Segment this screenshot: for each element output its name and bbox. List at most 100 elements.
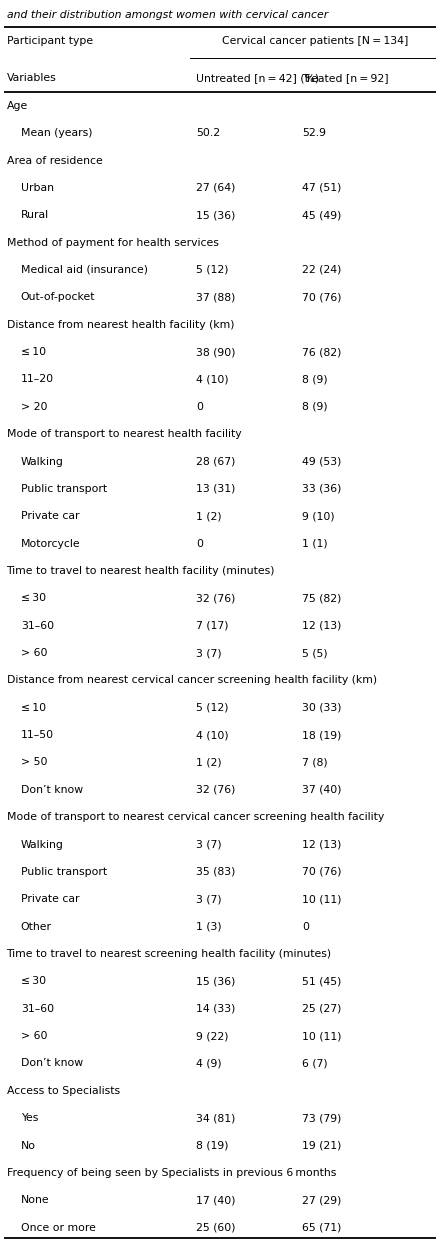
Text: 10 (11): 10 (11) xyxy=(302,1031,341,1041)
Text: 1 (2): 1 (2) xyxy=(196,758,222,768)
Text: 10 (11): 10 (11) xyxy=(302,894,341,904)
Text: 5 (12): 5 (12) xyxy=(196,265,229,275)
Text: 12 (13): 12 (13) xyxy=(302,621,341,631)
Text: 50.2: 50.2 xyxy=(196,129,220,139)
Text: 11–50: 11–50 xyxy=(21,730,54,740)
Text: > 50: > 50 xyxy=(21,758,47,768)
Text: 32 (76): 32 (76) xyxy=(196,594,236,604)
Text: Mean (years): Mean (years) xyxy=(21,129,92,139)
Text: 5 (5): 5 (5) xyxy=(302,648,327,658)
Text: Motorcycle: Motorcycle xyxy=(21,539,81,549)
Text: 37 (40): 37 (40) xyxy=(302,785,341,795)
Text: ≤ 10: ≤ 10 xyxy=(21,348,46,358)
Text: Other: Other xyxy=(21,921,52,931)
Text: Distance from nearest health facility (km): Distance from nearest health facility (k… xyxy=(7,320,234,330)
Text: 33 (36): 33 (36) xyxy=(302,484,341,494)
Text: 7 (17): 7 (17) xyxy=(196,621,229,631)
Text: and their distribution amongst women with cervical cancer: and their distribution amongst women wit… xyxy=(7,10,328,20)
Text: No: No xyxy=(21,1140,36,1150)
Text: 0: 0 xyxy=(196,401,203,411)
Text: 73 (79): 73 (79) xyxy=(302,1114,341,1124)
Text: Variables: Variables xyxy=(7,74,56,84)
Text: Private car: Private car xyxy=(21,511,79,521)
Text: > 60: > 60 xyxy=(21,648,47,658)
Text: 6 (7): 6 (7) xyxy=(302,1059,327,1069)
Text: 7 (8): 7 (8) xyxy=(302,758,327,768)
Text: Time to travel to nearest health facility (minutes): Time to travel to nearest health facilit… xyxy=(7,566,275,576)
Text: Distance from nearest cervical cancer screening health facility (km): Distance from nearest cervical cancer sc… xyxy=(7,675,377,685)
Text: 75 (82): 75 (82) xyxy=(302,594,341,604)
Text: 18 (19): 18 (19) xyxy=(302,730,341,740)
Text: 4 (9): 4 (9) xyxy=(196,1059,222,1069)
Text: Area of residence: Area of residence xyxy=(7,155,103,165)
Text: Method of payment for health services: Method of payment for health services xyxy=(7,238,218,248)
Text: 1 (3): 1 (3) xyxy=(196,921,222,931)
Text: Cervical cancer patients [N = 134]: Cervical cancer patients [N = 134] xyxy=(222,36,408,46)
Text: 3 (7): 3 (7) xyxy=(196,840,222,850)
Text: 27 (64): 27 (64) xyxy=(196,182,236,192)
Text: ≤ 30: ≤ 30 xyxy=(21,976,46,986)
Text: Walking: Walking xyxy=(21,456,64,466)
Text: Medical aid (insurance): Medical aid (insurance) xyxy=(21,265,148,275)
Text: Untreated [n = 42] (%): Untreated [n = 42] (%) xyxy=(196,74,319,84)
Text: 70 (76): 70 (76) xyxy=(302,867,341,877)
Text: 3 (7): 3 (7) xyxy=(196,648,222,658)
Text: 17 (40): 17 (40) xyxy=(196,1195,236,1205)
Text: Access to Specialists: Access to Specialists xyxy=(7,1086,120,1096)
Text: 15 (36): 15 (36) xyxy=(196,976,236,986)
Text: Once or more: Once or more xyxy=(21,1222,95,1232)
Text: Yes: Yes xyxy=(21,1114,38,1124)
Text: > 20: > 20 xyxy=(21,401,47,411)
Text: 76 (82): 76 (82) xyxy=(302,348,341,358)
Text: 45 (49): 45 (49) xyxy=(302,210,341,220)
Text: 49 (53): 49 (53) xyxy=(302,456,341,466)
Text: 47 (51): 47 (51) xyxy=(302,182,341,192)
Text: Treated [n = 92]: Treated [n = 92] xyxy=(302,74,389,84)
Text: 12 (13): 12 (13) xyxy=(302,840,341,850)
Text: 14 (33): 14 (33) xyxy=(196,1004,236,1014)
Text: Public transport: Public transport xyxy=(21,484,107,494)
Text: Urban: Urban xyxy=(21,182,54,192)
Text: 0: 0 xyxy=(196,539,203,549)
Text: Mode of transport to nearest cervical cancer screening health facility: Mode of transport to nearest cervical ca… xyxy=(7,812,384,822)
Text: 13 (31): 13 (31) xyxy=(196,484,236,494)
Text: Rural: Rural xyxy=(21,210,49,220)
Text: 25 (27): 25 (27) xyxy=(302,1004,341,1014)
Text: Walking: Walking xyxy=(21,840,64,850)
Text: Out-of-pocket: Out-of-pocket xyxy=(21,292,95,302)
Text: 35 (83): 35 (83) xyxy=(196,867,236,877)
Text: 3 (7): 3 (7) xyxy=(196,894,222,904)
Text: 32 (76): 32 (76) xyxy=(196,785,236,795)
Text: 70 (76): 70 (76) xyxy=(302,292,341,302)
Text: 51 (45): 51 (45) xyxy=(302,976,341,986)
Text: 4 (10): 4 (10) xyxy=(196,730,229,740)
Text: 19 (21): 19 (21) xyxy=(302,1140,341,1150)
Text: 28 (67): 28 (67) xyxy=(196,456,236,466)
Text: 65 (71): 65 (71) xyxy=(302,1222,341,1232)
Text: 1 (1): 1 (1) xyxy=(302,539,327,549)
Text: 37 (88): 37 (88) xyxy=(196,292,236,302)
Text: 1 (2): 1 (2) xyxy=(196,511,222,521)
Text: 11–20: 11–20 xyxy=(21,375,54,385)
Text: Don’t know: Don’t know xyxy=(21,1059,83,1069)
Text: 4 (10): 4 (10) xyxy=(196,375,229,385)
Text: 31–60: 31–60 xyxy=(21,621,54,631)
Text: 9 (10): 9 (10) xyxy=(302,511,334,521)
Text: Time to travel to nearest screening health facility (minutes): Time to travel to nearest screening heal… xyxy=(7,949,332,959)
Text: 30 (33): 30 (33) xyxy=(302,703,341,712)
Text: 38 (90): 38 (90) xyxy=(196,348,236,358)
Text: ≤ 10: ≤ 10 xyxy=(21,703,46,712)
Text: 22 (24): 22 (24) xyxy=(302,265,341,275)
Text: 34 (81): 34 (81) xyxy=(196,1114,236,1124)
Text: Public transport: Public transport xyxy=(21,867,107,877)
Text: 15 (36): 15 (36) xyxy=(196,210,236,220)
Text: ≤ 30: ≤ 30 xyxy=(21,594,46,604)
Text: 5 (12): 5 (12) xyxy=(196,703,229,712)
Text: > 60: > 60 xyxy=(21,1031,47,1041)
Text: Age: Age xyxy=(7,101,28,111)
Text: Mode of transport to nearest health facility: Mode of transport to nearest health faci… xyxy=(7,429,241,439)
Text: 8 (9): 8 (9) xyxy=(302,375,327,385)
Text: 31–60: 31–60 xyxy=(21,1004,54,1014)
Text: 0: 0 xyxy=(302,921,309,931)
Text: 25 (60): 25 (60) xyxy=(196,1222,236,1232)
